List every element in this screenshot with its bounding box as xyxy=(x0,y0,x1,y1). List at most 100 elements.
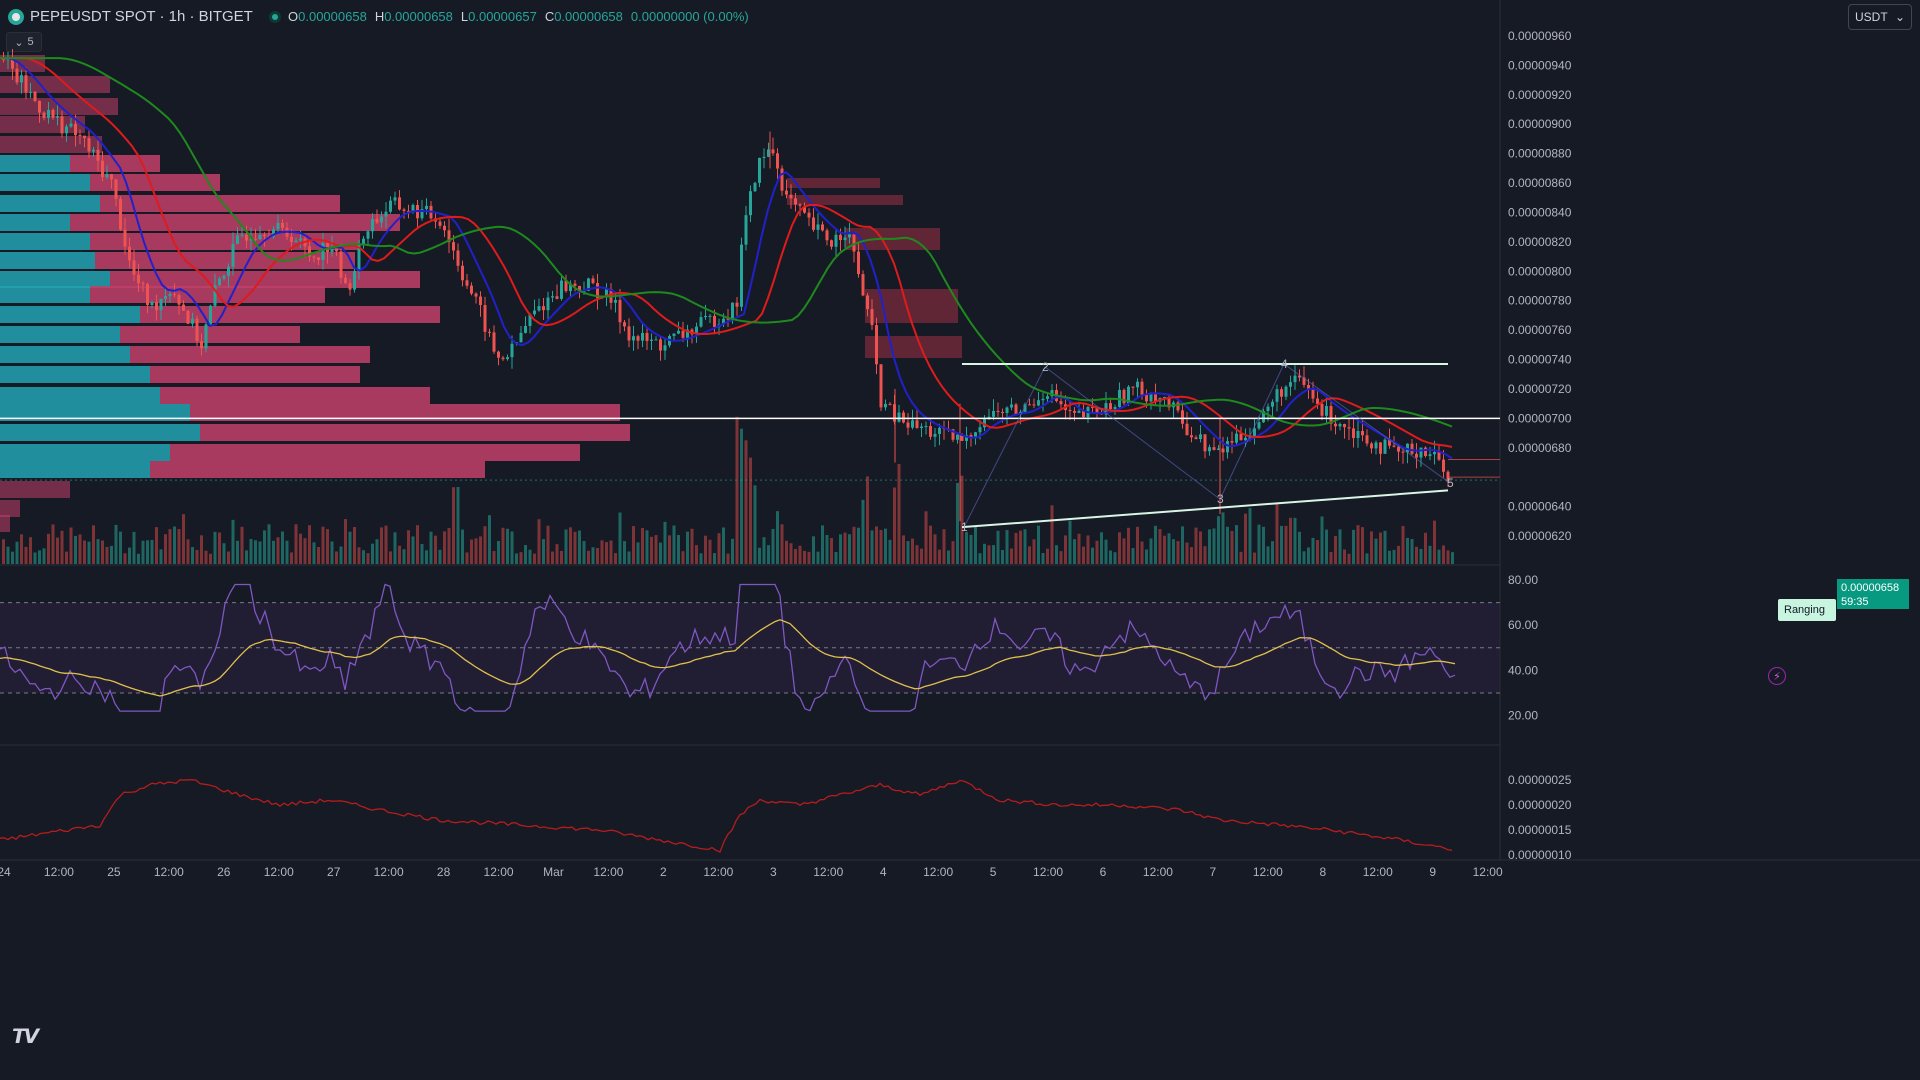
candle-body xyxy=(546,297,550,311)
candle-body xyxy=(533,310,536,315)
close-value: 0.00000658 xyxy=(554,9,623,24)
volume-bar xyxy=(384,525,388,564)
vp-sell-bar xyxy=(130,346,370,363)
candle-body xyxy=(33,91,37,101)
volume-bar xyxy=(137,553,140,564)
volume-bar xyxy=(357,547,361,564)
volume-bar xyxy=(362,550,365,564)
price-axis-label: 0.00000760 xyxy=(1508,323,1572,337)
volume-bar xyxy=(456,487,460,564)
candle-body xyxy=(911,420,914,428)
volume-bar xyxy=(51,524,55,564)
candle-body xyxy=(6,58,10,61)
volume-bar xyxy=(15,541,19,564)
volume-bar xyxy=(483,526,487,564)
candle-body xyxy=(137,274,140,284)
symbol-title[interactable]: PEPEUSDT SPOT · 1h · BITGET xyxy=(30,8,253,25)
candle-body xyxy=(1293,375,1297,383)
volume-bar xyxy=(1239,551,1243,564)
volume-bar xyxy=(1176,541,1180,564)
pattern-point-label: 1 xyxy=(961,520,968,534)
volume-bar xyxy=(506,528,509,564)
candle-body xyxy=(299,238,302,241)
candle-body xyxy=(807,212,811,218)
volume-bar xyxy=(519,552,523,564)
volume-bar xyxy=(857,527,860,564)
indicator-collapse-button[interactable]: ⌄ 5 xyxy=(6,32,42,52)
rsi-axis-label: 80.00 xyxy=(1508,573,1538,587)
time-axis[interactable]: 24 12:00 25 12:00 26 12:00 27 12:00 28 12:00 Mar 12… xyxy=(0,865,1503,879)
candle-body xyxy=(929,426,932,437)
vp-buy-bar xyxy=(0,174,90,191)
vp-buy-bar xyxy=(0,366,150,383)
candle-body xyxy=(704,315,707,318)
candle-body xyxy=(713,315,716,328)
volume-bar xyxy=(195,549,199,564)
time-axis-label: 12:00 xyxy=(374,865,404,879)
candle-body xyxy=(411,204,415,212)
volume-bar xyxy=(929,525,932,564)
volume-bar xyxy=(1158,529,1162,564)
volume-bar xyxy=(1131,548,1135,564)
volume-bar xyxy=(1041,552,1045,564)
volume-bar xyxy=(402,549,406,564)
volume-bar xyxy=(1118,532,1121,564)
symbol-row[interactable]: PEPEUSDT SPOT · 1h · BITGET xyxy=(8,8,281,25)
candle-body xyxy=(578,285,581,291)
candle-body xyxy=(483,305,487,332)
candle-body xyxy=(69,123,73,127)
volume-bar xyxy=(663,521,667,564)
volume-bar xyxy=(1208,529,1211,564)
candle-body xyxy=(731,302,734,320)
volume-bar xyxy=(312,542,316,564)
volume-bar xyxy=(1068,520,1072,564)
candle-body xyxy=(519,332,523,343)
volume-bar xyxy=(6,546,10,564)
high-value: 0.00000658 xyxy=(384,9,453,24)
candle-body xyxy=(1334,423,1337,427)
candle-body xyxy=(1082,410,1085,418)
volume-bar xyxy=(1388,550,1391,564)
volume-bar xyxy=(380,527,383,564)
candle-body xyxy=(1145,394,1148,402)
vp-buy-bar xyxy=(0,404,190,421)
candle-body xyxy=(1379,442,1382,454)
volume-bar xyxy=(996,530,1000,564)
volume-bar xyxy=(1311,537,1315,564)
candle-body xyxy=(1154,394,1157,402)
candle-body xyxy=(353,271,356,290)
candle-body xyxy=(1253,428,1256,437)
volume-bar xyxy=(884,528,887,564)
candle-body xyxy=(213,285,217,306)
candle-body xyxy=(1221,448,1225,453)
volume-bar xyxy=(888,539,892,564)
supply-zone xyxy=(865,289,958,323)
rsi-ma-line xyxy=(0,619,1456,697)
volume-bar xyxy=(1050,505,1054,564)
volume-bar xyxy=(780,524,784,564)
trend-lines[interactable]: 1 2 3 4 5 xyxy=(0,357,1500,534)
candle-body xyxy=(722,318,725,325)
price-axis-label: 0.00000720 xyxy=(1508,382,1572,396)
time-axis-label: 12:00 xyxy=(593,865,623,879)
volume-bar xyxy=(1253,552,1256,564)
candle-body xyxy=(1275,389,1279,402)
candle-body xyxy=(105,174,109,178)
candle-body xyxy=(447,230,451,243)
candle-body xyxy=(290,236,293,243)
volume-bar xyxy=(564,529,568,564)
candle-body xyxy=(848,234,851,238)
lightning-icon[interactable]: ⚡ xyxy=(1768,667,1786,685)
candle-body xyxy=(506,357,509,360)
tradingview-logo[interactable]: 𝙏𝙑 xyxy=(12,1026,39,1048)
rsi-pane xyxy=(0,583,1500,712)
candle-body xyxy=(884,403,887,408)
candle-body xyxy=(1347,427,1351,429)
candle-body xyxy=(146,284,149,305)
currency-select[interactable]: USDT ⌄ xyxy=(1848,4,1912,30)
volume-bar xyxy=(897,463,901,564)
price-axis[interactable]: 0.00000960 0.00000940 0.00000920 0.00000900… xyxy=(1508,29,1572,862)
volume-bar xyxy=(731,538,734,564)
market-status-icon[interactable] xyxy=(268,10,281,23)
